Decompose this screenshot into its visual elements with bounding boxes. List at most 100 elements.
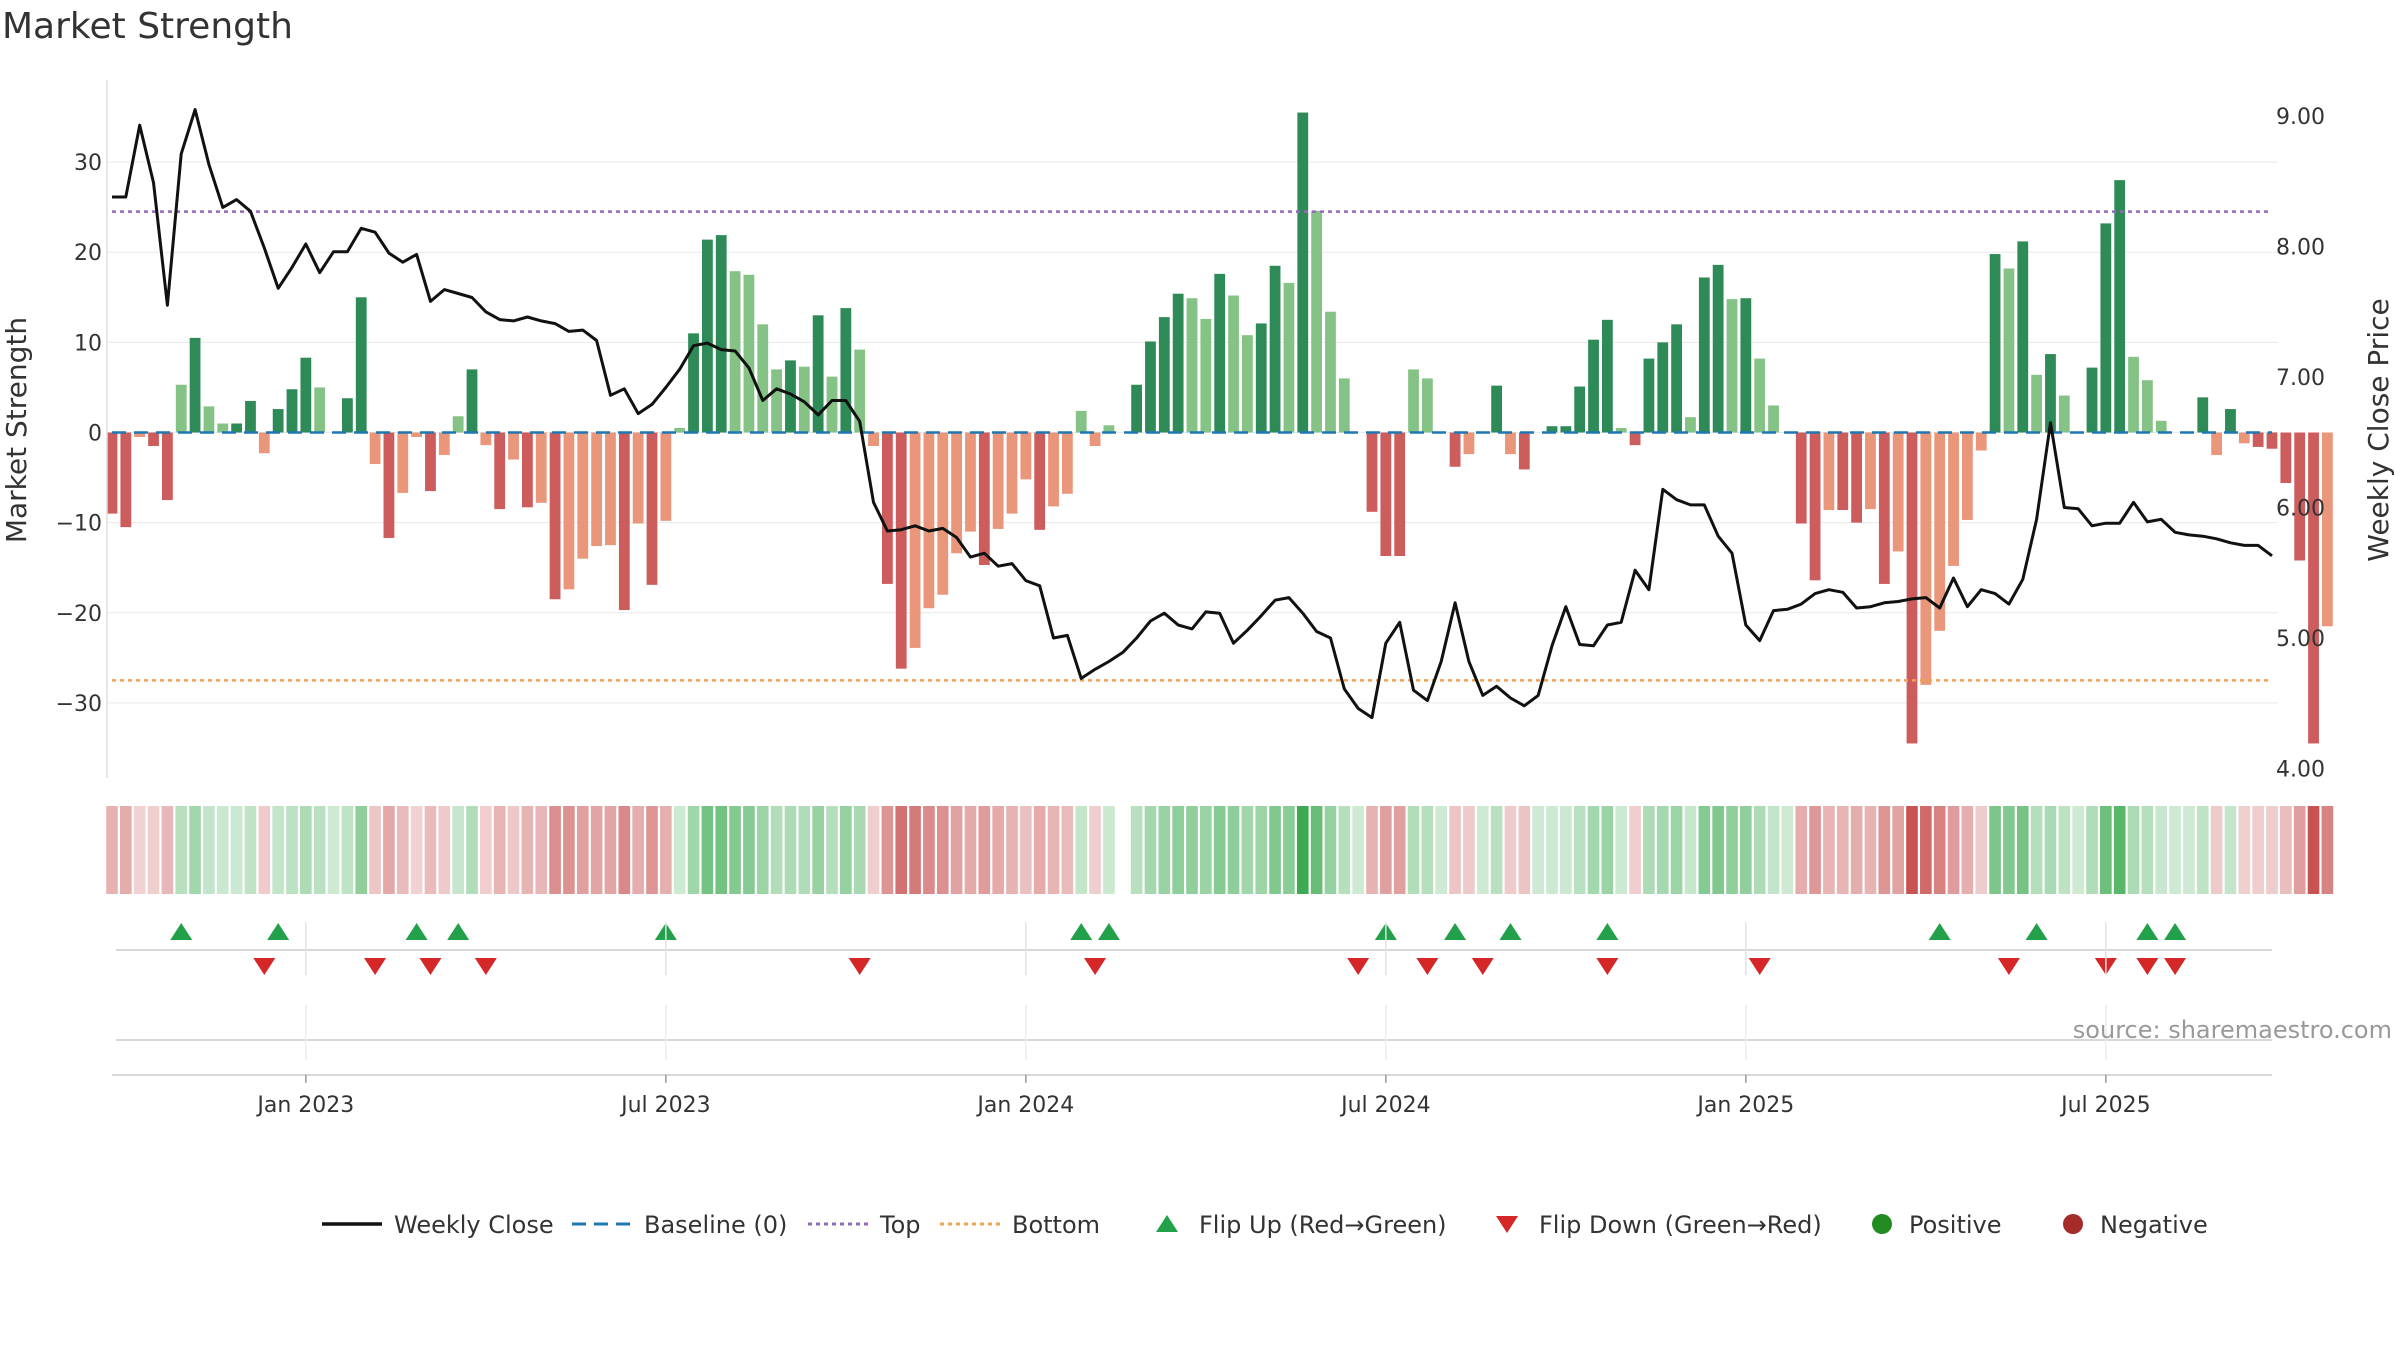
- strength-bar: [1754, 358, 1766, 433]
- strength-bar: [2045, 354, 2056, 433]
- strength-bar: [757, 324, 769, 433]
- strength-bar: [134, 432, 146, 438]
- heat-cell: [812, 806, 824, 894]
- strength-bar: [231, 423, 243, 433]
- strength-bar: [258, 432, 270, 454]
- strength-bar: [1449, 432, 1461, 467]
- heat-cell: [1407, 806, 1420, 894]
- flip-up-marker: [405, 923, 428, 940]
- legend-label: Baseline (0): [644, 1211, 787, 1239]
- strength-bar: [2031, 374, 2043, 433]
- strength-bar: [881, 432, 893, 584]
- heat-cell: [286, 806, 298, 894]
- strength-bar: [2280, 432, 2292, 483]
- flip-up-marker: [1070, 923, 1093, 940]
- x-tick-label: Jul 2024: [1339, 1093, 1431, 1118]
- heat-cell: [604, 806, 617, 894]
- heat-cell: [2072, 806, 2084, 894]
- strength-bar: [2321, 432, 2333, 627]
- strength-bar: [715, 235, 727, 433]
- y-tick-left: 0: [88, 422, 102, 447]
- y-tick-left: 30: [74, 151, 102, 176]
- flip-down-marker: [1997, 958, 2020, 975]
- weekly-close-series: [112, 108, 2273, 720]
- strength-bar: [1975, 432, 1987, 451]
- strength-bar: [1989, 254, 2001, 433]
- heat-cell: [936, 806, 949, 894]
- strength-bar: [203, 406, 215, 433]
- x-axis: Jan 2023 Jul 2023 Jan 2024 Jul 2024 Jan 2025…: [255, 1075, 2151, 1118]
- strength-bar: [1809, 432, 1821, 581]
- legend-label: Flip Up (Red→Green): [1199, 1211, 1447, 1239]
- legend-label: Flip Down (Green→Red): [1539, 1211, 1822, 1239]
- flip-down-marker: [2136, 958, 2159, 975]
- heat-cell: [1920, 806, 1932, 894]
- strength-bar: [314, 387, 326, 433]
- strength-bar: [1574, 386, 1586, 433]
- heat-cell: [1753, 806, 1766, 894]
- flip-up-marker: [1499, 923, 1522, 940]
- strength-bar: [743, 274, 755, 433]
- strength-bar: [1463, 432, 1475, 455]
- heat-cell: [189, 806, 201, 894]
- heat-cell: [867, 806, 880, 894]
- strength-bar: [1283, 282, 1295, 433]
- strength-bar: [1061, 432, 1073, 494]
- strength-bar: [1643, 358, 1655, 433]
- strength-bar: [549, 432, 561, 600]
- strength-bar: [591, 432, 603, 547]
- heat-cell: [2127, 806, 2140, 894]
- heat-cell: [2266, 806, 2278, 894]
- strength-bar: [2114, 180, 2126, 433]
- strength-bar: [1103, 425, 1115, 433]
- flip-markers: [170, 923, 2187, 975]
- strength-bar: [2003, 268, 2015, 433]
- x-tick-label: Jan 2025: [1695, 1093, 1794, 1118]
- strength-bar: [1034, 432, 1046, 530]
- flip-down-marker: [1748, 958, 1771, 975]
- reference-lines: [112, 210, 2272, 682]
- heat-cell: [1380, 806, 1392, 894]
- heat-cell: [1061, 806, 1074, 894]
- heat-cell: [576, 806, 589, 894]
- heat-cell: [1393, 806, 1406, 894]
- strength-bar: [2308, 432, 2319, 744]
- strength-bar: [618, 432, 630, 611]
- strength-bar: [577, 432, 589, 559]
- legend-item: Negative: [2063, 1211, 2208, 1239]
- heat-cell: [853, 806, 866, 894]
- strength-bar: [1851, 432, 1863, 523]
- heat-cell: [881, 806, 894, 894]
- strength-bar: [1601, 319, 1613, 433]
- strength-bar: [909, 432, 921, 648]
- heat-cell: [826, 806, 838, 894]
- heat-cell: [1421, 806, 1434, 894]
- heat-cell: [1781, 806, 1794, 894]
- heat-cell: [327, 806, 340, 894]
- strength-bar: [369, 432, 381, 465]
- strength-bar: [1214, 273, 1226, 433]
- strength-bar: [245, 400, 256, 433]
- heat-cell: [2183, 806, 2195, 894]
- heat-cell: [1241, 806, 1254, 894]
- heat-cell: [2196, 806, 2209, 894]
- strength-bar: [1560, 426, 1572, 433]
- heat-cell: [673, 806, 686, 894]
- strength-bar: [2155, 420, 2167, 433]
- heat-cell: [120, 806, 132, 894]
- heat-cell: [1615, 806, 1628, 894]
- strength-bar: [812, 315, 824, 433]
- heat-cell: [1947, 806, 1960, 894]
- strength-bar: [1297, 112, 1309, 433]
- strength-bar: [397, 432, 409, 493]
- heat-cell: [950, 806, 963, 894]
- strength-bar: [300, 357, 312, 433]
- heat-cell: [1504, 806, 1517, 894]
- heat-cell: [1560, 806, 1572, 894]
- heat-cell: [1587, 806, 1600, 894]
- heat-cell: [2252, 806, 2264, 894]
- strength-bar: [1671, 324, 1683, 433]
- heat-cell: [909, 806, 921, 894]
- flip-up-marker: [447, 923, 470, 940]
- heat-cell: [1020, 806, 1032, 894]
